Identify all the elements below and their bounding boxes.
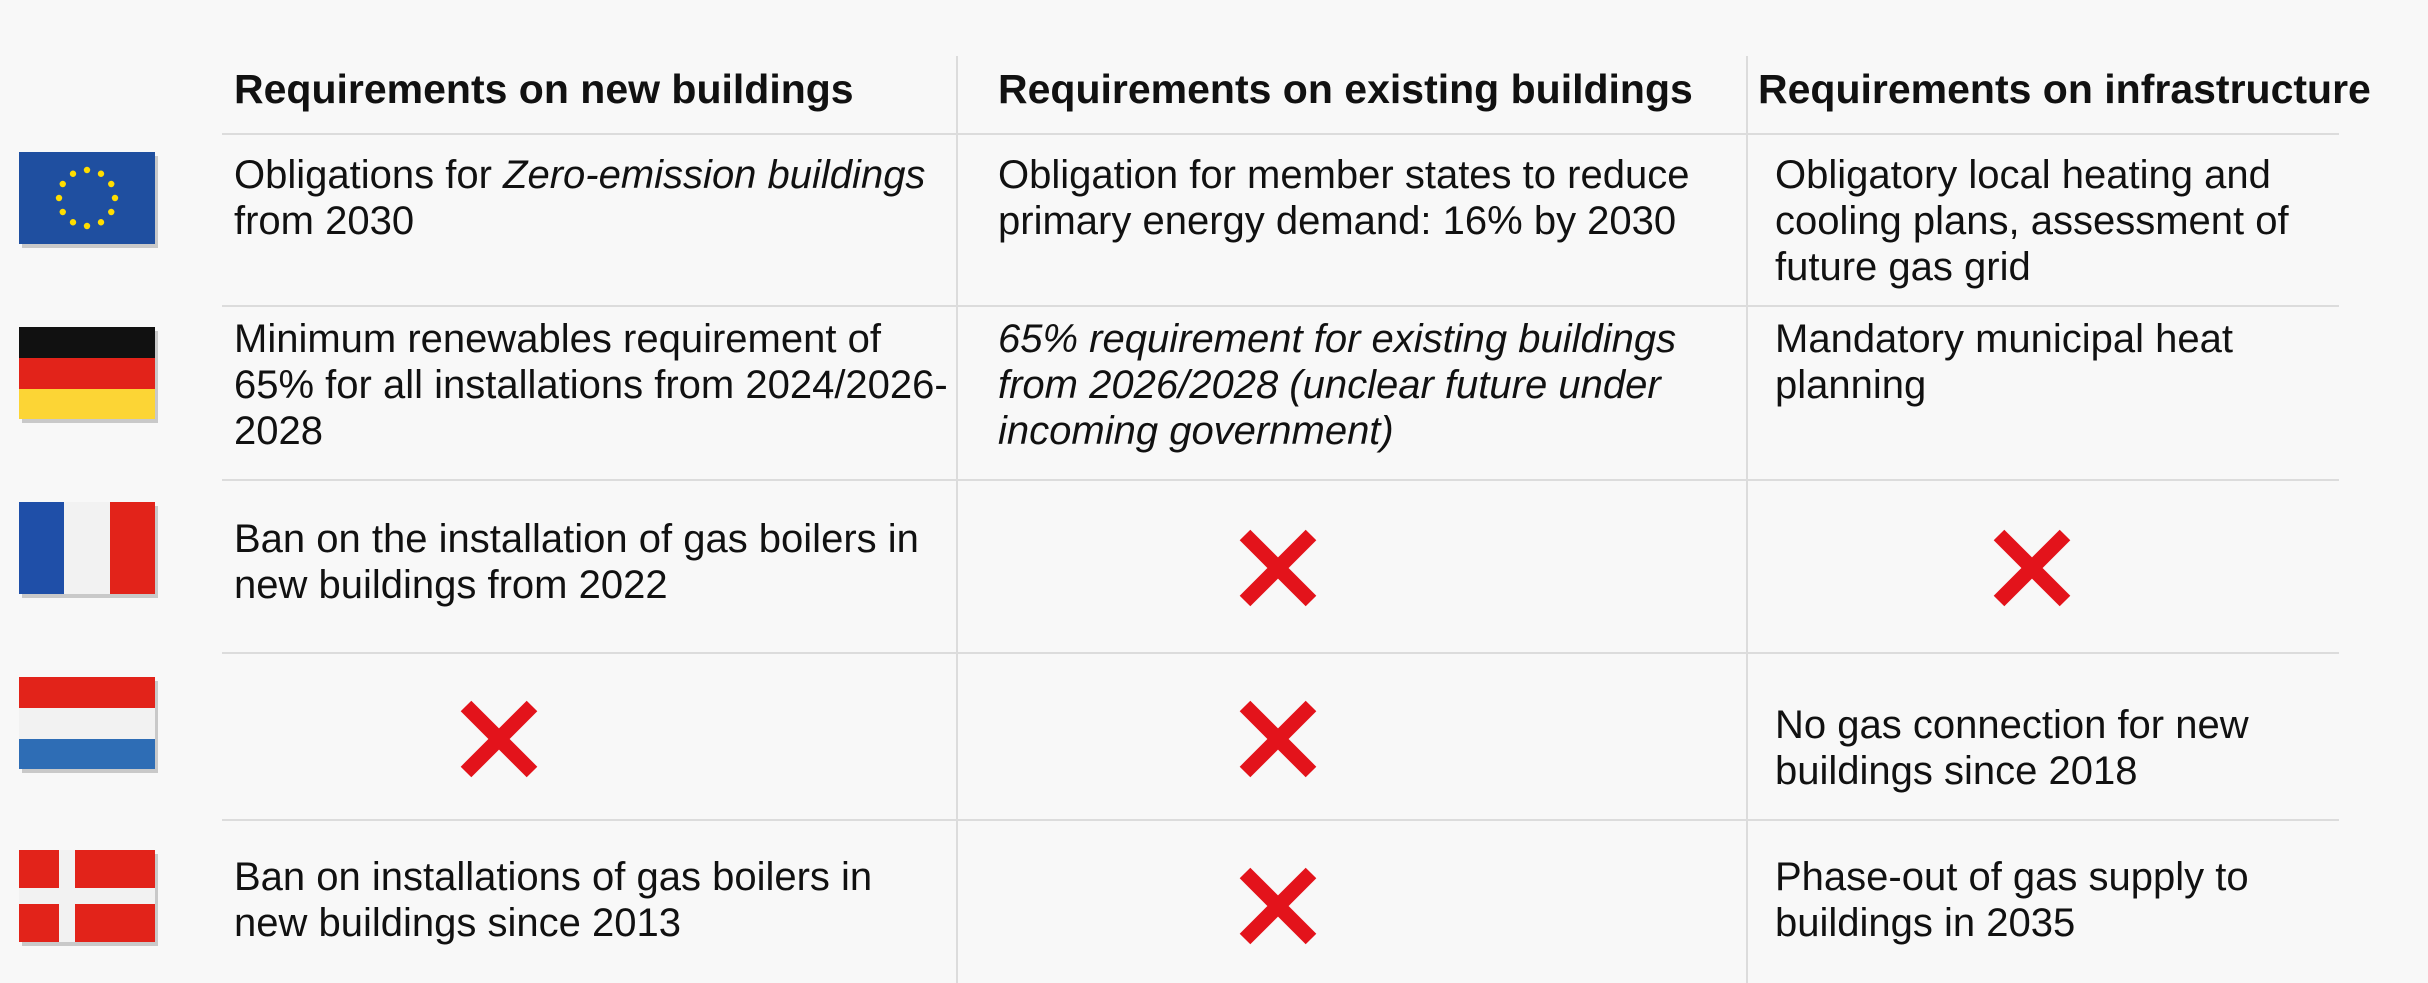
star bbox=[108, 180, 115, 188]
cross bbox=[1239, 867, 1317, 945]
cell-text: Obligations for Zero-emission buildings … bbox=[234, 152, 954, 244]
cell-text: 65% requirement for existing buildings f… bbox=[998, 316, 1718, 454]
row-divider bbox=[222, 305, 2339, 307]
star bbox=[83, 222, 91, 230]
cell-text: Phase-out of gas supply to buildings in … bbox=[1775, 854, 2335, 946]
text-run: Ban on installations of gas boilers in n… bbox=[234, 855, 873, 945]
column-header: Requirements on infrastructure bbox=[1758, 66, 2371, 112]
column-header: Requirements on existing buildings bbox=[998, 66, 1693, 112]
divider bbox=[1746, 56, 1748, 983]
star bbox=[69, 219, 77, 226]
cross bbox=[1993, 529, 2071, 607]
cross bbox=[1239, 529, 1317, 607]
eu-flag bbox=[19, 152, 158, 248]
row-divider bbox=[222, 479, 2339, 481]
cell-text: Ban on the installation of gas boilers i… bbox=[234, 516, 954, 608]
cell-text: Mandatory municipal heat planning bbox=[1775, 316, 2335, 408]
text-run: Minimum renewables requirement of 65% fo… bbox=[234, 317, 948, 453]
star bbox=[59, 180, 66, 188]
text-run: Phase-out of gas supply to buildings in … bbox=[1775, 855, 2249, 945]
text-run: Obligation for member states to reduce p… bbox=[998, 153, 1690, 243]
text-run: No gas connection for new buildings sinc… bbox=[1775, 703, 2249, 793]
cell-text: No gas connection for new buildings sinc… bbox=[1775, 702, 2335, 794]
star bbox=[111, 194, 119, 202]
text-run: from 2030 bbox=[234, 199, 415, 243]
divider bbox=[956, 56, 958, 983]
text-run: Zero-emission buildings bbox=[503, 153, 926, 197]
text-run: Ban on the installation of gas boilers i… bbox=[234, 517, 919, 607]
row-divider bbox=[222, 819, 2339, 821]
row-divider bbox=[222, 652, 2339, 654]
text-run: Obligatory local heating and cooling pla… bbox=[1775, 153, 2289, 289]
star bbox=[55, 194, 63, 202]
de-flag bbox=[19, 327, 158, 423]
row-divider bbox=[222, 133, 2339, 135]
cell-text: Ban on installations of gas boilers in n… bbox=[234, 854, 954, 946]
star bbox=[97, 170, 105, 177]
fr-flag bbox=[19, 502, 158, 598]
text-run: 65% requirement for existing buildings f… bbox=[998, 317, 1677, 453]
star bbox=[59, 208, 66, 216]
cell-text: Minimum renewables requirement of 65% fo… bbox=[234, 316, 954, 454]
star bbox=[108, 208, 115, 216]
nl-flag bbox=[19, 677, 158, 773]
column-header: Requirements on new buildings bbox=[234, 66, 854, 112]
star bbox=[97, 219, 105, 226]
star bbox=[69, 170, 77, 177]
star bbox=[83, 166, 91, 174]
dk-flag bbox=[19, 850, 158, 946]
cell-text: Obligation for member states to reduce p… bbox=[998, 152, 1718, 244]
cross bbox=[460, 700, 538, 778]
cross bbox=[1239, 700, 1317, 778]
text-run: Mandatory municipal heat planning bbox=[1775, 317, 2234, 407]
cell-text: Obligatory local heating and cooling pla… bbox=[1775, 152, 2335, 290]
text-run: Obligations for bbox=[234, 153, 504, 197]
